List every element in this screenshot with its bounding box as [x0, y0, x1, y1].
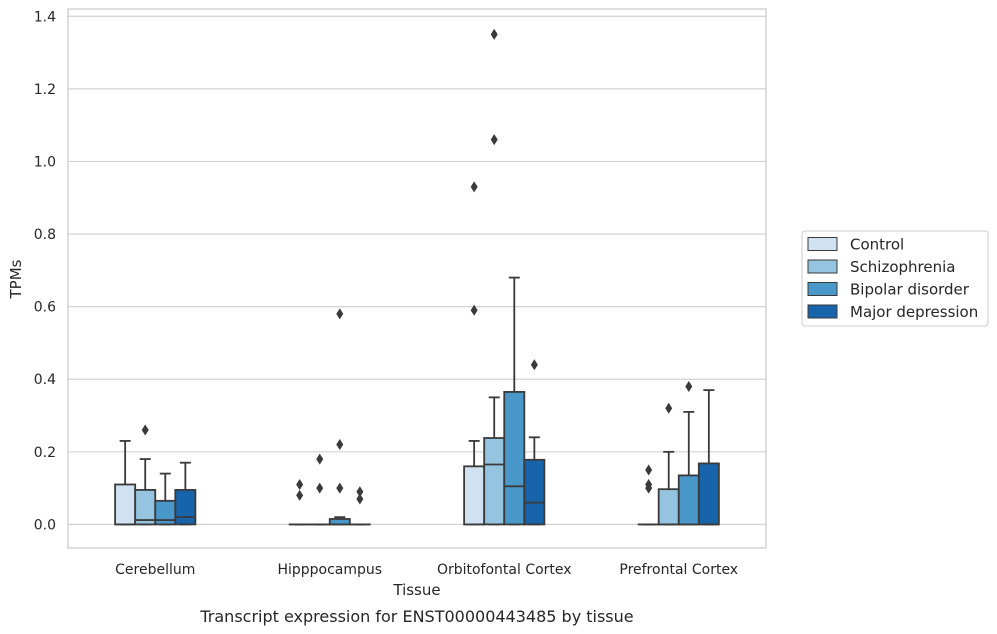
legend-swatch: [807, 259, 838, 274]
outlier-point: [685, 380, 693, 392]
box-bipolar-disorder: [328, 308, 351, 526]
box-bipolar-disorder: [677, 380, 700, 526]
y-tick-label: 0.0: [34, 517, 56, 533]
y-tick-label: 0.2: [34, 445, 56, 461]
legend: Control Schizophrenia Bipolar disorder Majo…: [801, 230, 989, 327]
outlier-point: [356, 493, 364, 505]
box-schizophrenia: [657, 402, 680, 526]
box: [523, 458, 546, 526]
outlier-point: [336, 439, 344, 451]
box-major-depression: [523, 359, 546, 526]
gridlines: [68, 15, 766, 526]
box: [483, 437, 506, 526]
legend-swatch: [807, 282, 838, 296]
outlier-point: [470, 181, 478, 193]
y-tick-label: 0.8: [34, 227, 56, 243]
outlier-point: [336, 482, 344, 494]
box-major-depression: [348, 486, 371, 526]
box-schizophrenia: [483, 28, 506, 526]
chart-caption: Transcript expression for ENST0000044348…: [199, 607, 633, 626]
outlier-point: [296, 489, 304, 501]
box-schizophrenia: [134, 424, 157, 526]
outlier-point: [665, 402, 673, 414]
box: [463, 465, 486, 526]
legend-label: Major depression: [850, 303, 978, 321]
outlier-point: [316, 453, 324, 465]
box-series: [114, 28, 720, 526]
legend-label: Control: [850, 236, 904, 254]
box-control: [637, 464, 660, 526]
outlier-point: [141, 424, 149, 436]
box: [503, 391, 526, 526]
box-major-depression: [174, 461, 197, 526]
outlier-point: [645, 464, 653, 476]
box: [657, 488, 680, 526]
y-axis-label: TPMs: [7, 259, 25, 299]
outlier-point: [316, 482, 324, 494]
outlier-point: [530, 359, 538, 371]
y-tick-label: 0.4: [34, 372, 56, 388]
plot-frame: [67, 8, 767, 549]
y-tick-label: 1.2: [34, 82, 56, 98]
outlier-point: [336, 308, 344, 320]
box: [697, 462, 720, 526]
box-major-depression: [697, 389, 720, 526]
outlier-point: [490, 134, 498, 146]
box: [114, 483, 137, 526]
box: [174, 489, 197, 526]
x-tick-label: Orbitofontal Cortex: [437, 562, 572, 578]
box-schizophrenia: [308, 453, 331, 526]
box-control: [463, 181, 486, 526]
legend-swatch: [807, 304, 838, 319]
y-tick-labels: 0.0 0.2 0.4 0.6 0.8 1.0 1.2 1.4: [34, 9, 56, 533]
legend-frame: [801, 230, 989, 327]
x-tick-label: Hipppocampus: [277, 562, 382, 578]
x-tick-labels: Cerebellum Hipppocampus Orbitofontal Corte…: [115, 562, 738, 578]
y-tick-label: 1.0: [34, 154, 56, 170]
legend-label: Bipolar disorder: [850, 281, 970, 299]
outlier-point: [490, 28, 498, 40]
box-bipolar-disorder: [503, 276, 526, 526]
legend-swatch: [807, 237, 838, 251]
y-tick-label: 1.4: [34, 9, 56, 25]
x-axis-label: Tissue: [392, 581, 440, 599]
x-tick-label: Prefrontal Cortex: [619, 562, 738, 578]
box: [677, 474, 700, 526]
y-tick-label: 0.6: [34, 300, 56, 316]
legend-label: Schizophrenia: [850, 258, 955, 276]
outlier-point: [470, 304, 478, 316]
x-tick-label: Cerebellum: [115, 562, 195, 578]
box-control: [288, 478, 311, 526]
outlier-point: [645, 478, 653, 490]
outlier-point: [356, 486, 364, 498]
box-bipolar-disorder: [154, 472, 177, 526]
box-control: [114, 440, 137, 526]
outlier-point: [296, 478, 304, 490]
